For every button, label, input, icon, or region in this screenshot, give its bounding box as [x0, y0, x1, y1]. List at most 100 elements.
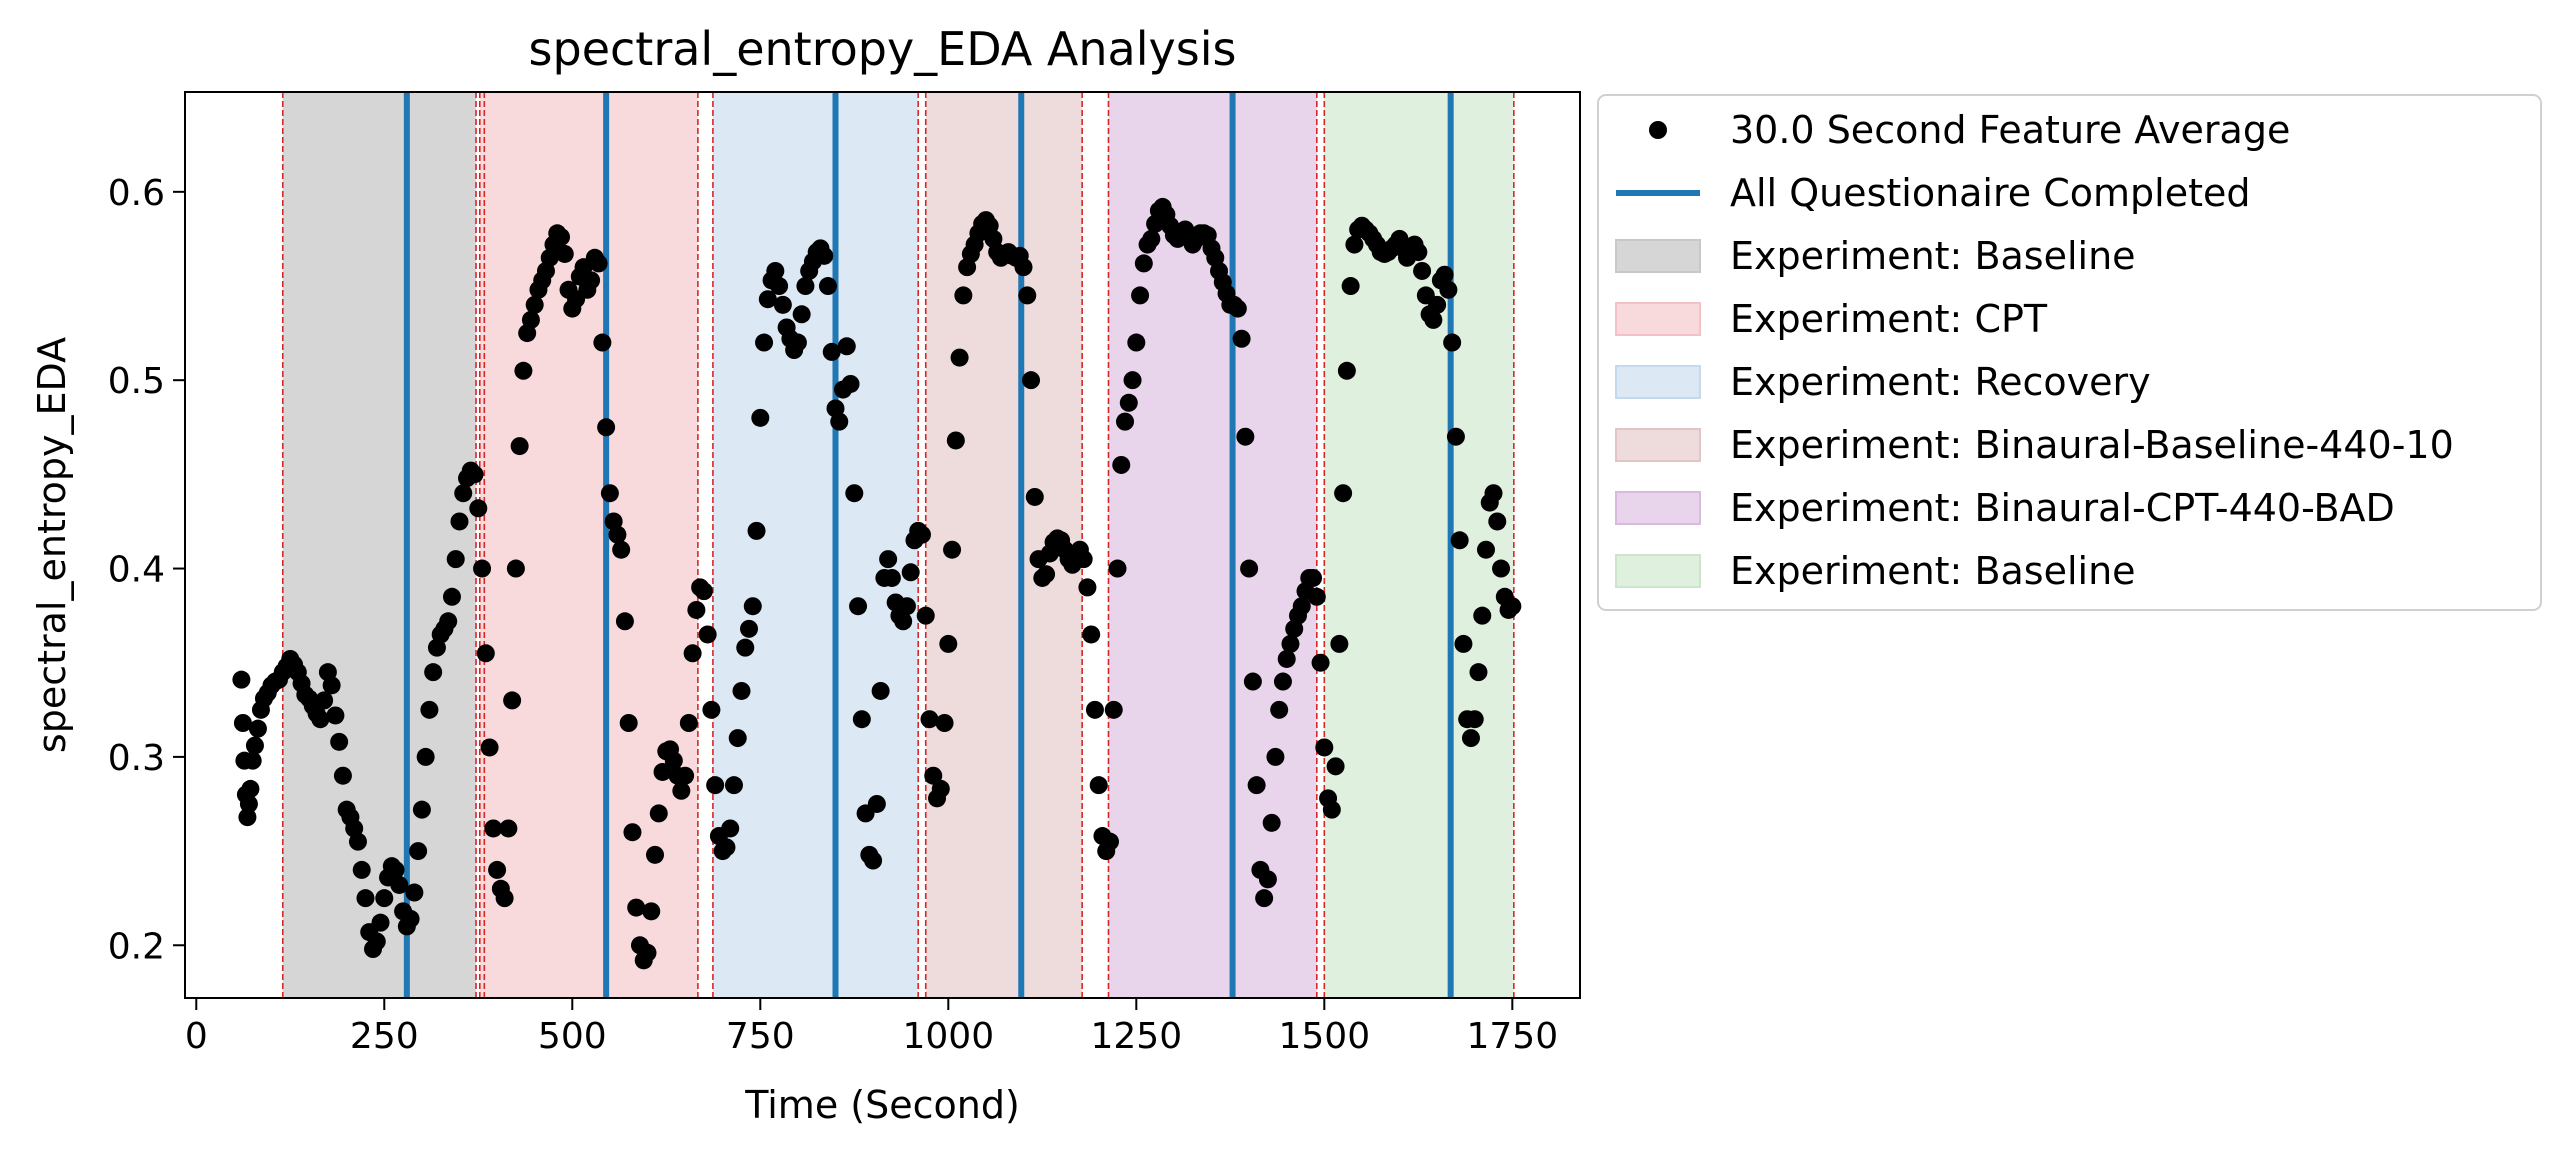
data-point-122 — [672, 781, 691, 800]
data-point-103 — [600, 484, 619, 503]
legend: 30.0 Second Feature Average All Questiona… — [1597, 94, 2542, 611]
data-point-173 — [864, 851, 883, 870]
data-point-237 — [1104, 700, 1123, 719]
data-point-213 — [1014, 258, 1033, 277]
data-point-77 — [503, 691, 522, 710]
x-tick-label-7: 1750 — [1467, 1016, 1559, 1057]
data-point-109 — [623, 823, 642, 842]
data-point-215 — [1022, 371, 1041, 390]
data-point-51 — [405, 883, 424, 902]
data-point-284 — [1281, 634, 1300, 653]
data-point-91 — [555, 244, 574, 263]
data-point-148 — [770, 277, 789, 296]
data-point-229 — [1074, 550, 1093, 569]
data-point-272 — [1236, 427, 1255, 446]
data-point-335 — [1473, 606, 1492, 625]
data-point-181 — [894, 612, 913, 631]
data-point-339 — [1488, 512, 1507, 531]
data-point-245 — [1134, 254, 1153, 273]
data-point-116 — [649, 804, 668, 823]
data-point-279 — [1262, 813, 1281, 832]
legend-swatch-experiment-2 — [1615, 365, 1701, 399]
data-point-318 — [1409, 243, 1428, 262]
data-point-193 — [939, 634, 958, 653]
data-point-154 — [792, 305, 811, 324]
data-point-293 — [1315, 738, 1334, 757]
data-point-169 — [849, 597, 868, 616]
data-point-147 — [766, 261, 785, 280]
data-point-292 — [1311, 653, 1330, 672]
data-point-6 — [241, 779, 260, 798]
data-point-43 — [375, 889, 394, 908]
data-point-80 — [514, 361, 533, 380]
data-point-319 — [1413, 261, 1432, 280]
data-point-68 — [469, 499, 488, 518]
data-point-4 — [238, 808, 257, 827]
data-point-274 — [1243, 672, 1262, 691]
legend-swatch-experiment-1 — [1615, 302, 1701, 336]
data-point-175 — [871, 681, 890, 700]
data-point-102 — [597, 418, 616, 437]
data-point-137 — [728, 729, 747, 748]
data-point-244 — [1131, 286, 1150, 305]
data-point-52 — [409, 842, 428, 861]
data-point-241 — [1119, 393, 1138, 412]
data-point-1 — [233, 713, 252, 732]
legend-swatch-experiment-5 — [1615, 554, 1701, 588]
data-point-236 — [1100, 832, 1119, 851]
data-point-149 — [773, 295, 792, 314]
data-point-50 — [401, 909, 420, 928]
data-point-170 — [852, 710, 871, 729]
data-point-291 — [1307, 587, 1326, 606]
data-point-120 — [664, 751, 683, 770]
data-point-330 — [1454, 634, 1473, 653]
data-point-56 — [424, 663, 443, 682]
data-point-336 — [1476, 540, 1495, 559]
data-point-108 — [619, 713, 638, 732]
x-tick-label-3: 750 — [726, 1016, 795, 1057]
data-point-140 — [740, 619, 759, 638]
data-point-161 — [818, 277, 837, 296]
legend-label-experiment-3: Experiment: Binaural-Baseline-440-10 — [1730, 423, 2454, 467]
data-point-138 — [732, 681, 751, 700]
data-point-230 — [1078, 578, 1097, 597]
data-points — [232, 197, 1522, 970]
data-point-47 — [390, 875, 409, 894]
data-point-73 — [488, 860, 507, 879]
axes-frame — [184, 91, 1581, 999]
data-point-325 — [1435, 265, 1454, 284]
data-point-42 — [371, 913, 390, 932]
data-point-124 — [679, 713, 698, 732]
data-point-178 — [882, 568, 901, 587]
data-point-300 — [1341, 277, 1360, 296]
data-point-115 — [646, 845, 665, 864]
data-point-164 — [830, 412, 849, 431]
legend-label-experiment-2: Experiment: Recovery — [1730, 360, 2151, 404]
data-point-299 — [1337, 361, 1356, 380]
x-axis-ticks: 0 250 500 750 1000 1250 1500 1750 — [185, 998, 1558, 1057]
data-point-287 — [1292, 597, 1311, 616]
data-point-82 — [521, 310, 540, 329]
data-point-153 — [788, 333, 807, 352]
data-point-278 — [1258, 870, 1277, 889]
data-point-231 — [1082, 625, 1101, 644]
experiment-bands — [282, 92, 1514, 998]
data-point-78 — [506, 559, 525, 578]
plot-area — [232, 92, 1522, 998]
data-point-5 — [239, 794, 258, 813]
data-point-60 — [439, 612, 458, 631]
data-point-131 — [706, 776, 725, 795]
legend-swatch-experiment-0 — [1615, 239, 1701, 273]
data-point-69 — [473, 559, 492, 578]
data-point-26 — [311, 710, 330, 729]
data-point-219 — [1037, 565, 1056, 584]
data-point-105 — [608, 525, 627, 544]
data-point-322 — [1424, 310, 1443, 329]
data-point-129 — [698, 625, 717, 644]
data-point-90 — [552, 228, 571, 247]
x-tick-label-0: 0 — [185, 1016, 208, 1057]
data-point-139 — [736, 638, 755, 657]
data-point-106 — [612, 540, 631, 559]
data-point-7 — [243, 751, 262, 770]
data-point-54 — [416, 747, 435, 766]
